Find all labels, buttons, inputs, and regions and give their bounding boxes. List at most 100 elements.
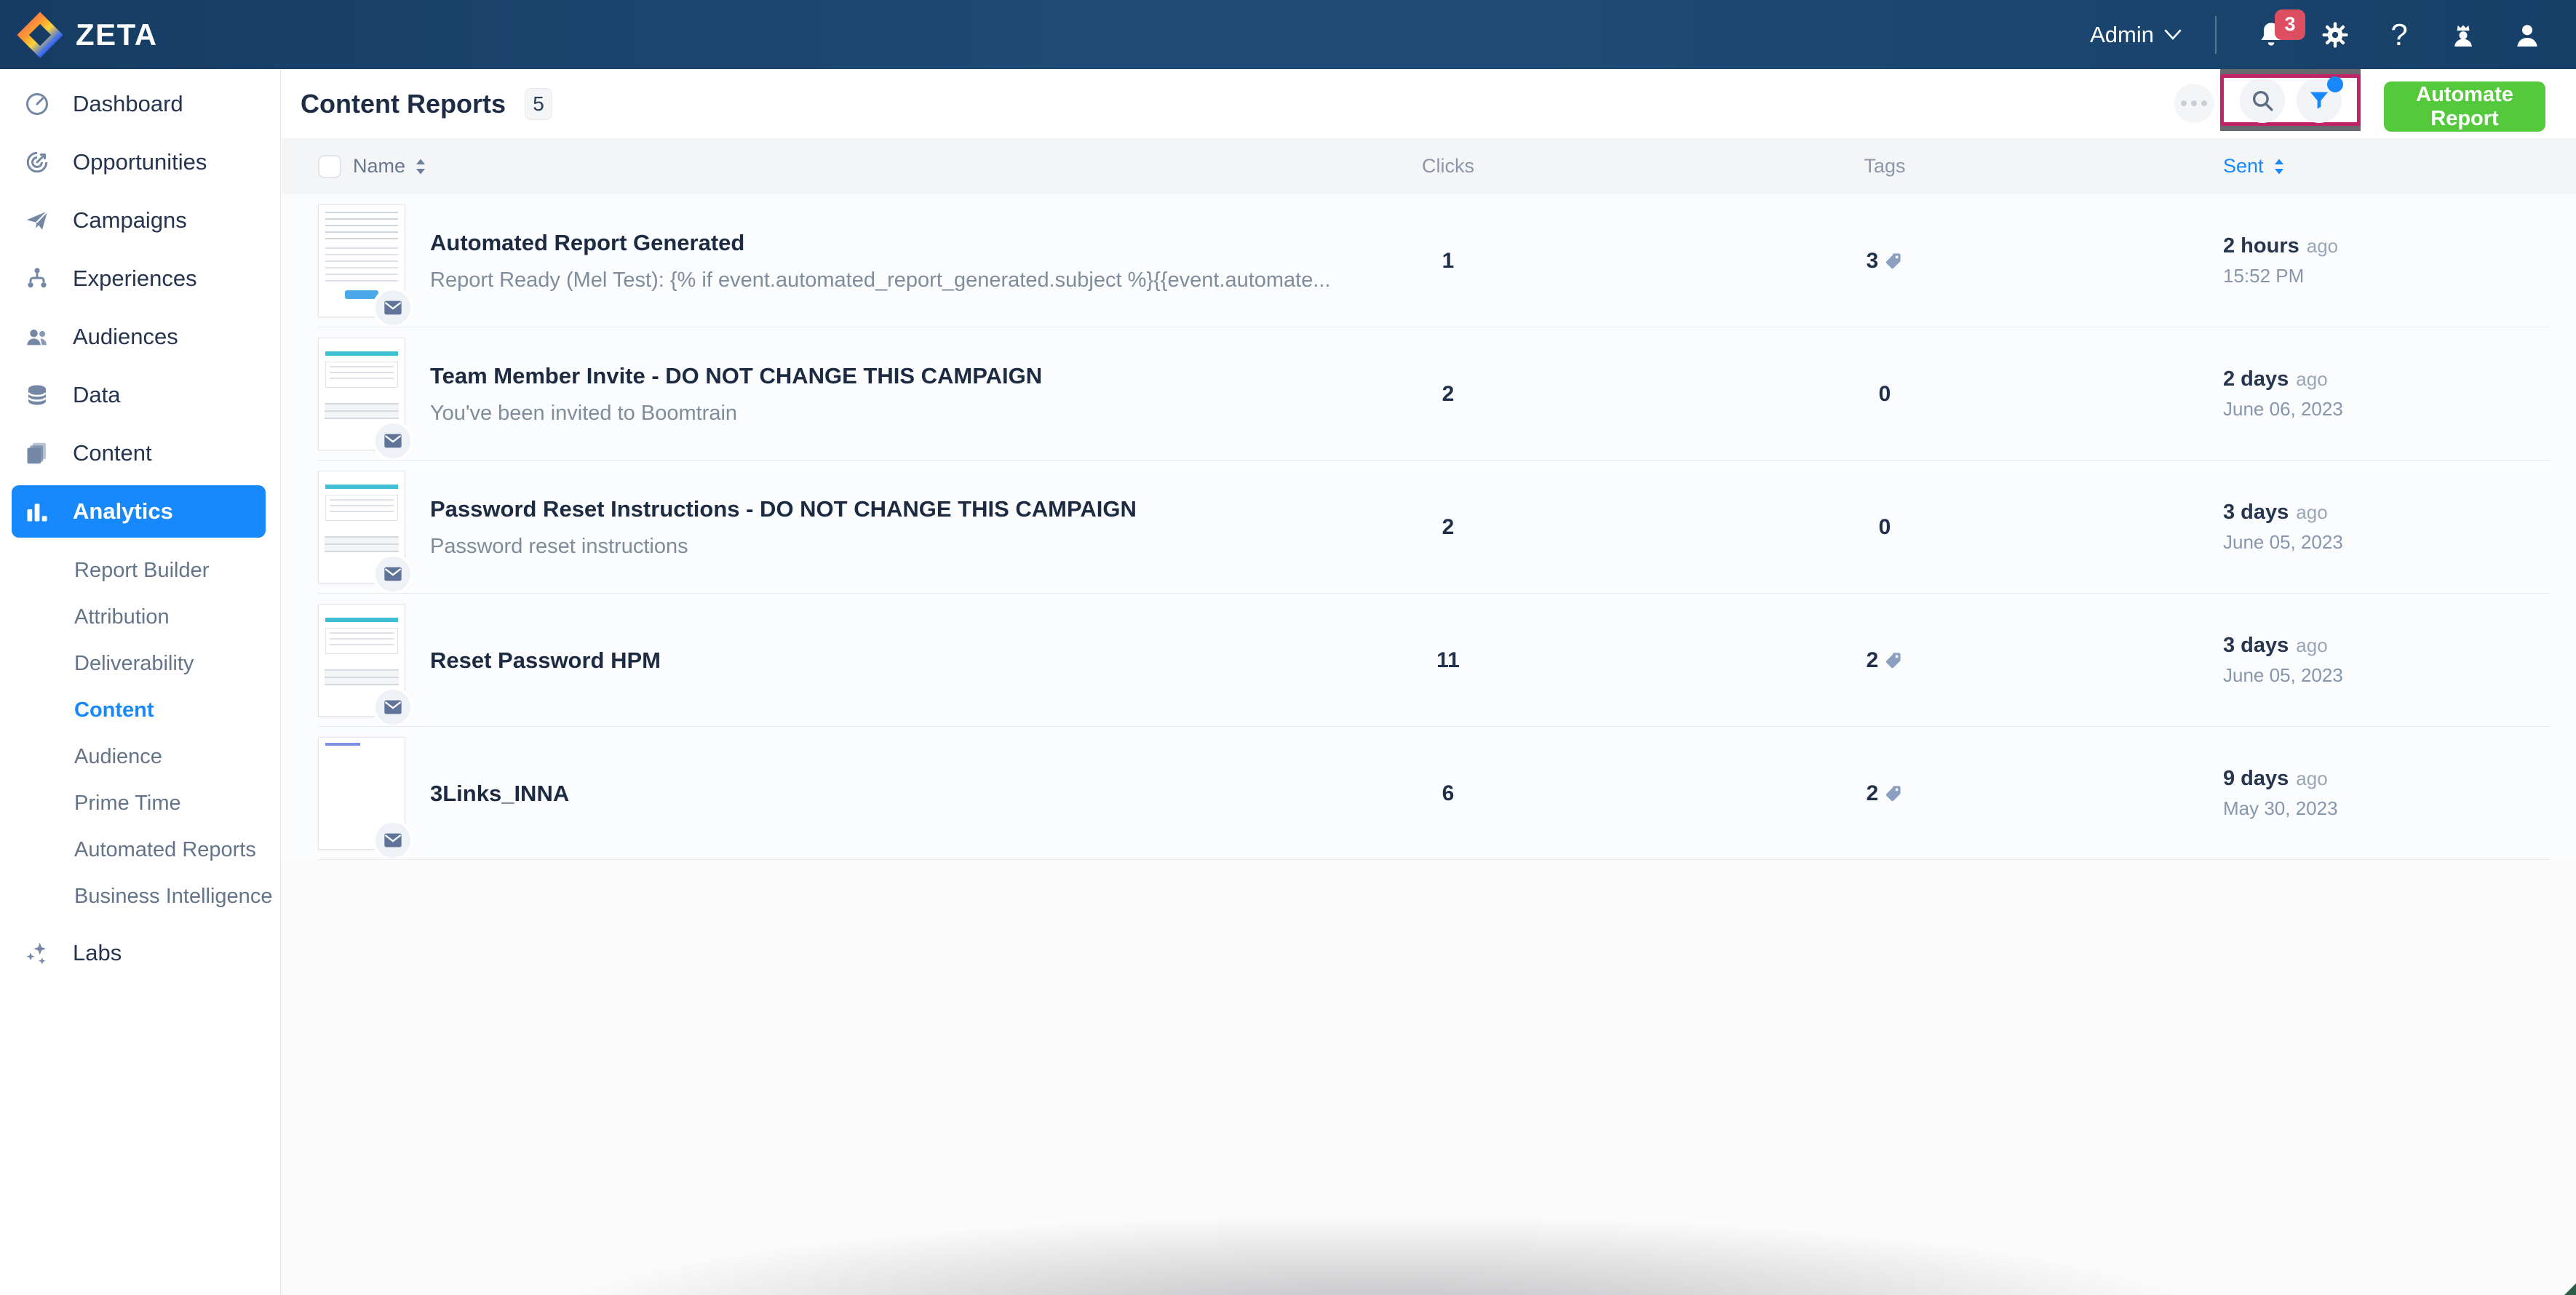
tags-value: 3 [1866, 248, 1879, 273]
sidebar-item-label: Dashboard [73, 91, 183, 116]
email-thumbnail [318, 471, 413, 594]
sent-relative: 9 days ago [2223, 767, 2328, 790]
report-subject: Password reset instructions [430, 534, 688, 558]
page-header: Content Reports 5 [282, 69, 2576, 138]
clicks-value: 2 [1442, 514, 1455, 539]
brand-name: ZETA [76, 17, 158, 52]
sidebar-item-dashboard[interactable]: Dashboard [0, 75, 280, 133]
report-title[interactable]: Password Reset Instructions - DO NOT CHA… [430, 495, 1137, 522]
bar-chart-icon [24, 498, 50, 525]
filter-button[interactable] [2296, 76, 2343, 123]
ellipsis-icon [2181, 100, 2187, 106]
people-icon [24, 324, 50, 350]
sent-detail: June 06, 2023 [2223, 398, 2343, 420]
email-thumbnail [318, 604, 413, 728]
report-title[interactable]: Team Member Invite - DO NOT CHANGE THIS … [430, 362, 1043, 388]
chevron-down-icon [2164, 29, 2182, 40]
sidebar-item-opportunities[interactable]: Opportunities [0, 133, 280, 191]
sidebar-item-label: Data [73, 382, 121, 407]
documents-icon [24, 440, 50, 466]
settings-button[interactable] [2318, 18, 2352, 52]
sidebar-item-label: Campaigns [73, 207, 187, 233]
page-title: Content Reports [301, 88, 506, 119]
sidebar-item-label: Analytics [73, 498, 173, 524]
email-channel-icon [373, 287, 413, 328]
admin-dropdown[interactable]: Admin [2090, 22, 2182, 48]
sent-relative: 3 days ago [2223, 501, 2328, 524]
help-button[interactable]: ? [2382, 18, 2416, 52]
question-mark-icon: ? [2390, 17, 2408, 52]
sidebar-item-analytics[interactable]: Analytics [0, 482, 280, 541]
submenu-item-audience[interactable]: Audience [74, 744, 162, 768]
sent-detail: 15:52 PM [2223, 265, 2305, 287]
profile-button[interactable] [2511, 18, 2544, 52]
submenu-item-report-builder[interactable]: Report Builder [74, 558, 210, 582]
submenu-item-content[interactable]: Content [74, 698, 154, 722]
sidebar-item-campaigns[interactable]: Campaigns [0, 191, 280, 250]
sidebar-item-data[interactable]: Data [0, 366, 280, 424]
tags-value: 0 [1878, 381, 1891, 406]
admin-user-button[interactable] [2446, 18, 2480, 52]
submenu-item-deliverability[interactable]: Deliverability [74, 651, 194, 675]
table-row[interactable]: Automated Report Generated Report Ready … [282, 194, 2576, 328]
column-header-clicks[interactable]: Clicks [1422, 155, 1474, 177]
notifications-button[interactable]: 3 [2254, 9, 2305, 52]
tag-icon [1883, 650, 1903, 670]
sidebar-item-label: Opportunities [73, 149, 207, 175]
sent-relative: 2 days ago [2223, 367, 2328, 391]
table-row[interactable]: Password Reset Instructions - DO NOT CHA… [282, 461, 2576, 594]
sort-arrows-icon[interactable] [414, 157, 427, 176]
sent-relative: 3 days ago [2223, 634, 2328, 657]
report-title[interactable]: Automated Report Generated [430, 229, 745, 255]
submenu-item-attribution[interactable]: Attribution [74, 605, 170, 629]
topbar-divider [2215, 15, 2217, 54]
automate-report-button[interactable]: Automate Report [2384, 81, 2545, 132]
select-all-checkbox[interactable] [318, 154, 341, 178]
email-channel-icon [373, 820, 413, 861]
tag-icon [1883, 251, 1903, 271]
submenu-item-business-intelligence[interactable]: Business Intelligence [74, 884, 273, 908]
sidebar-item-labs[interactable]: Labs [0, 924, 280, 982]
sidebar-item-label: Labs [73, 940, 122, 965]
annotation-highlight-box [2220, 69, 2361, 131]
table-row[interactable]: 3Links_INNA 6 2 9 days ago [282, 727, 2576, 861]
search-button[interactable] [2239, 77, 2285, 123]
report-title[interactable]: Reset Password HPM [430, 647, 661, 673]
submenu-item-prime-time[interactable]: Prime Time [74, 791, 181, 815]
sort-arrows-icon[interactable] [2273, 157, 2286, 176]
filter-active-dot [2326, 76, 2343, 92]
more-actions-button[interactable] [2174, 84, 2214, 123]
clicks-value: 11 [1436, 648, 1460, 672]
submenu-item-automated-reports[interactable]: Automated Reports [74, 837, 256, 861]
report-list: Automated Report Generated Report Ready … [282, 194, 2576, 861]
table-row[interactable]: Reset Password HPM 11 2 3 days a [282, 594, 2576, 728]
admin-dropdown-label: Admin [2090, 21, 2154, 47]
corner-artifact [2564, 1283, 2576, 1295]
column-header-tags[interactable]: Tags [1864, 155, 1906, 177]
tag-icon [1883, 784, 1903, 803]
email-channel-icon [373, 687, 413, 728]
sidebar-item-audiences[interactable]: Audiences [0, 308, 280, 366]
table-row[interactable]: Team Member Invite - DO NOT CHANGE THIS … [282, 327, 2576, 461]
target-icon [24, 149, 50, 175]
column-header-sent[interactable]: Sent [2223, 155, 2264, 177]
main-content: Content Reports 5 [282, 69, 2576, 1295]
column-header-name[interactable]: Name [353, 155, 406, 177]
analytics-submenu: Report Builder Attribution Deliverabilit… [0, 547, 280, 920]
zeta-logo[interactable]: ZETA [16, 9, 158, 60]
email-thumbnail [318, 338, 413, 461]
flow-tree-icon [24, 266, 50, 292]
gear-icon [2322, 22, 2348, 47]
tags-value: 2 [1866, 648, 1879, 672]
tags-value: 0 [1878, 514, 1891, 539]
report-title[interactable]: 3Links_INNA [430, 780, 570, 806]
sidebar-item-experiences[interactable]: Experiences [0, 250, 280, 308]
report-subject: You've been invited to Boomtrain [430, 401, 738, 425]
clicks-value: 2 [1442, 381, 1455, 406]
sidebar-item-label: Content [73, 440, 152, 466]
sent-detail: June 05, 2023 [2223, 531, 2343, 553]
database-icon [24, 382, 50, 408]
email-channel-icon [373, 554, 413, 594]
sidebar-item-content[interactable]: Content [0, 424, 280, 482]
